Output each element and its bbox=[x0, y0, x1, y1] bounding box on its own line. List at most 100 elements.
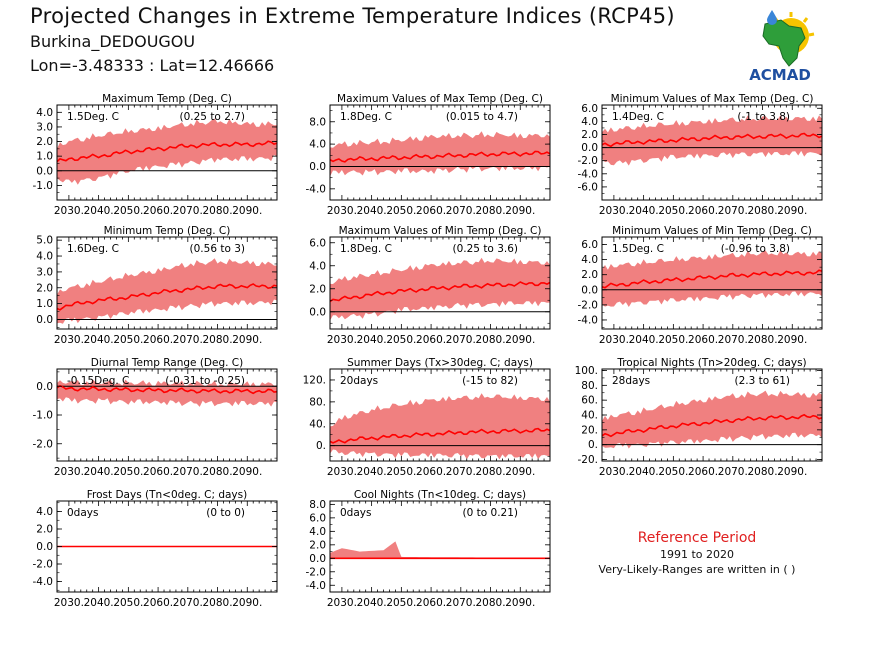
x-tick-label: 2090. bbox=[505, 205, 535, 217]
plot-frame bbox=[601, 104, 823, 201]
x-tick-label: 2060. bbox=[416, 334, 446, 346]
chart-title: Minimum Temp (Deg. C) bbox=[104, 225, 231, 237]
range-label: (0.015 to 4.7) bbox=[446, 111, 518, 123]
range-label: (0 to 0.21) bbox=[463, 507, 518, 519]
y-tick-label: 3.0 bbox=[36, 266, 53, 278]
y-tick-label: 0.0 bbox=[36, 381, 53, 393]
x-tick-label: 2050. bbox=[113, 205, 143, 217]
range-label: (-15 to 82) bbox=[462, 375, 518, 387]
y-tick-label: 0.0 bbox=[36, 165, 53, 177]
y-tick-label: 0. bbox=[316, 440, 326, 452]
y-tick-label: 6.0 bbox=[581, 103, 598, 115]
acmad-logo: ACMAD bbox=[749, 10, 815, 84]
y-tick-label: 2.0 bbox=[309, 283, 326, 295]
plot-frame bbox=[56, 104, 278, 201]
location-label: Burkina_DEDOUGOU bbox=[30, 32, 196, 51]
x-tick-label: 2080. bbox=[748, 466, 778, 478]
chart-panel: 2030. 2040. 2050. 2060. 2070. 2080. 2090. -1.0 0… bbox=[33, 93, 278, 217]
y-tick-label: 40. bbox=[309, 418, 326, 430]
y-tick-label: 0.0 bbox=[36, 541, 53, 553]
x-tick-label: 2030. bbox=[54, 597, 84, 609]
y-tick-label: -1.0 bbox=[33, 180, 54, 192]
y-tick-label: 6.0 bbox=[581, 239, 598, 251]
y-tick-label: -2.0 bbox=[33, 559, 54, 571]
x-tick-label: 2050. bbox=[386, 597, 416, 609]
range-label: (0.25 to 2.7) bbox=[180, 111, 246, 123]
y-tick-label: 0.0 bbox=[581, 284, 598, 296]
y-tick-label: 5.0 bbox=[36, 235, 53, 247]
x-tick-label: 2030. bbox=[327, 334, 357, 346]
median-line bbox=[329, 281, 551, 303]
x-tick-label: 2030. bbox=[54, 205, 84, 217]
y-tick-label: 4.0 bbox=[581, 116, 598, 128]
y-tick-label: -4.0 bbox=[578, 168, 599, 180]
y-tick-label: 6.0 bbox=[309, 512, 326, 524]
y-tick-label: 2.0 bbox=[309, 539, 326, 551]
x-tick-label: 2080. bbox=[748, 205, 778, 217]
y-tick-label: 80. bbox=[309, 396, 326, 408]
chart-panel: 2030. 2040. 2050. 2060. 2070. 2080. 2090. -20. 0… bbox=[575, 357, 823, 478]
x-tick-label: 2060. bbox=[416, 597, 446, 609]
chart-panel: 2030. 2040. 2050. 2060. 2070. 2080. 2090. 0.0 2.… bbox=[309, 225, 551, 346]
x-tick-label: 2080. bbox=[476, 205, 506, 217]
summary-label: 1.5Deg. C bbox=[67, 111, 119, 123]
x-tick-label: 2040. bbox=[84, 205, 114, 217]
x-tick-label: 2050. bbox=[113, 466, 143, 478]
chart-title: Maximum Temp (Deg. C) bbox=[102, 93, 232, 105]
x-tick-label: 2050. bbox=[658, 466, 688, 478]
x-tick-label: 2050. bbox=[386, 205, 416, 217]
range-label: (2.3 to 61) bbox=[735, 375, 790, 387]
y-tick-label: 120. bbox=[303, 374, 326, 386]
x-tick-label: 2070. bbox=[173, 205, 203, 217]
plot-frame bbox=[329, 500, 551, 593]
x-tick-label: 2090. bbox=[505, 466, 535, 478]
x-tick-label: 2070. bbox=[446, 597, 476, 609]
x-tick-label: 2090. bbox=[232, 334, 262, 346]
chart-title: Maximum Values of Max Temp (Deg. C) bbox=[337, 93, 543, 105]
y-tick-label: -20. bbox=[578, 454, 599, 466]
x-tick-label: 2080. bbox=[476, 334, 506, 346]
y-tick-label: 80. bbox=[581, 380, 598, 392]
x-tick-label: 2080. bbox=[203, 334, 233, 346]
median-line bbox=[56, 384, 278, 395]
plot-frame bbox=[329, 236, 551, 330]
median-line bbox=[329, 427, 551, 444]
confidence-band bbox=[330, 257, 550, 321]
median-line bbox=[56, 283, 278, 311]
x-tick-label: 2030. bbox=[599, 334, 629, 346]
confidence-band bbox=[602, 250, 822, 307]
x-tick-label: 2030. bbox=[599, 205, 629, 217]
y-tick-label: 100. bbox=[575, 365, 598, 377]
y-tick-label: 4.0 bbox=[309, 526, 326, 538]
chart-title: Minimum Values of Min Temp (Deg. C) bbox=[612, 225, 812, 237]
y-tick-label: 8.0 bbox=[309, 116, 326, 128]
x-tick-label: 2060. bbox=[416, 205, 446, 217]
chart-panel: 2030. 2040. 2050. 2060. 2070. 2080. 2090. 0.0 1.… bbox=[36, 225, 278, 346]
x-tick-label: 2090. bbox=[232, 466, 262, 478]
x-tick-label: 2080. bbox=[203, 597, 233, 609]
x-tick-label: 2050. bbox=[386, 334, 416, 346]
x-tick-label: 2050. bbox=[113, 597, 143, 609]
y-tick-label: -1.0 bbox=[33, 410, 54, 422]
x-tick-label: 2070. bbox=[718, 205, 748, 217]
confidence-band bbox=[330, 541, 550, 559]
x-tick-label: 2080. bbox=[203, 466, 233, 478]
y-tick-label: 4.0 bbox=[36, 107, 53, 119]
y-tick-label: 3.0 bbox=[36, 121, 53, 133]
y-tick-label: 2.0 bbox=[36, 136, 53, 148]
confidence-band bbox=[330, 393, 550, 460]
x-tick-label: 2050. bbox=[386, 466, 416, 478]
water-drop-icon bbox=[767, 10, 777, 25]
x-tick-label: 2050. bbox=[658, 334, 688, 346]
confidence-band bbox=[330, 131, 550, 177]
range-label: (-0.96 to 3.8) bbox=[721, 243, 790, 255]
reference-title: Reference Period bbox=[637, 530, 757, 546]
page-title: Projected Changes in Extreme Temperature… bbox=[30, 4, 675, 28]
x-tick-label: 2070. bbox=[173, 597, 203, 609]
y-tick-label: -2.0 bbox=[33, 438, 54, 450]
y-tick-label: 6.0 bbox=[309, 237, 326, 249]
range-label: (-1 to 3.8) bbox=[737, 111, 790, 123]
summary-label: -0.15Deg. C bbox=[67, 375, 129, 387]
y-tick-label: 4.0 bbox=[36, 506, 53, 518]
y-tick-label: 40. bbox=[581, 410, 598, 422]
